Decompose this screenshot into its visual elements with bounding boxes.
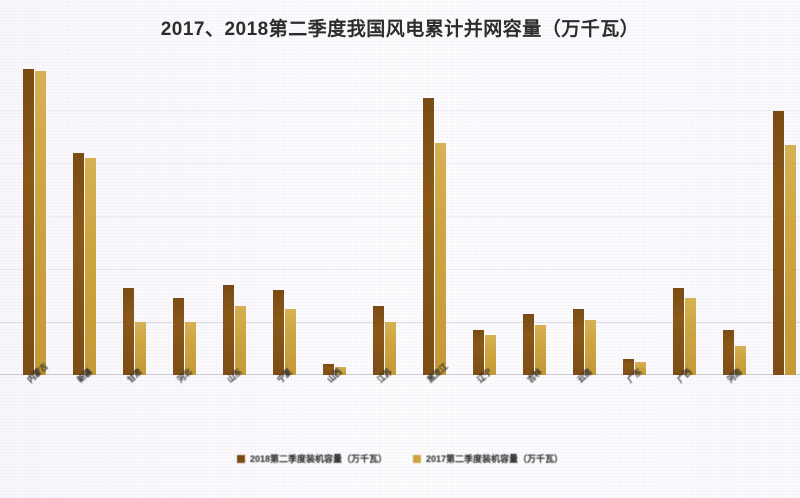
bar-2018[interactable] xyxy=(722,330,734,375)
bar-2018[interactable] xyxy=(322,364,334,375)
bar-2018[interactable] xyxy=(672,287,684,375)
gridline xyxy=(0,322,800,323)
bar-group xyxy=(772,58,796,375)
bar-2018[interactable] xyxy=(372,306,384,375)
bar-2018[interactable] xyxy=(472,330,484,375)
bar-2017[interactable] xyxy=(434,142,446,375)
bar-2017[interactable] xyxy=(284,308,296,375)
legend-swatch-2017 xyxy=(413,454,421,463)
bar-2017[interactable] xyxy=(734,345,746,375)
bar-group xyxy=(72,58,96,375)
gridline xyxy=(0,163,800,164)
gridline xyxy=(0,269,800,270)
legend-item-2017[interactable]: 2017第二季度装机容量（万千瓦） xyxy=(413,452,563,465)
bar-2018[interactable] xyxy=(122,287,134,375)
bar-groups xyxy=(0,58,800,375)
gridline xyxy=(0,110,800,111)
bar-2017[interactable] xyxy=(84,158,96,375)
bar-group xyxy=(372,58,396,375)
bar-2017[interactable] xyxy=(784,145,796,375)
bar-2017[interactable] xyxy=(234,306,246,375)
bar-group xyxy=(722,58,746,375)
bar-group xyxy=(22,58,46,375)
bar-2017[interactable] xyxy=(684,298,696,375)
bar-group xyxy=(272,58,296,375)
bar-group xyxy=(672,58,696,375)
bar-2018[interactable] xyxy=(222,285,234,375)
bar-2017[interactable] xyxy=(34,71,46,375)
bar-2018[interactable] xyxy=(422,97,434,375)
bar-2017[interactable] xyxy=(384,322,396,375)
bar-2018[interactable] xyxy=(522,314,534,375)
bar-2018[interactable] xyxy=(622,359,634,375)
bar-group xyxy=(472,58,496,375)
bar-2018[interactable] xyxy=(572,308,584,375)
bar-2017[interactable] xyxy=(634,361,646,375)
bar-group xyxy=(122,58,146,375)
bar-2017[interactable] xyxy=(184,322,196,375)
bar-group xyxy=(522,58,546,375)
bar-2018[interactable] xyxy=(172,298,184,375)
bar-group xyxy=(622,58,646,375)
bar-2017[interactable] xyxy=(584,319,596,375)
x-axis-labels: 内蒙古 新疆 甘肃 河北 山东 宁夏 山西 江苏 黑龙江 辽宁 吉林 云南 广东 广西 河南 xyxy=(0,362,800,423)
legend-label-2017: 2017第二季度装机容量（万千瓦） xyxy=(426,454,564,464)
bar-2017[interactable] xyxy=(334,367,346,375)
chart-legend: 2018第二季度装机容量（万千瓦） 2017第二季度装机容量（万千瓦） xyxy=(0,452,800,465)
bar-2018[interactable] xyxy=(72,153,84,375)
bar-2018[interactable] xyxy=(272,290,284,375)
legend-swatch-2018 xyxy=(236,454,245,463)
axis-baseline xyxy=(0,374,800,375)
chart-title: 2017、2018第二季度我国风电累计并网容量（万千瓦） xyxy=(160,19,640,40)
legend-label-2018: 2018第二季度装机容量（万千瓦） xyxy=(249,454,387,464)
bar-group xyxy=(322,58,346,375)
bar-2018[interactable] xyxy=(22,68,34,375)
bar-group xyxy=(572,58,596,375)
bar-group xyxy=(172,58,196,375)
bar-2017[interactable] xyxy=(484,335,496,375)
bar-2017[interactable] xyxy=(134,322,146,375)
bar-group xyxy=(422,58,446,375)
legend-item-2018[interactable]: 2018第二季度装机容量（万千瓦） xyxy=(236,452,387,465)
bar-2017[interactable] xyxy=(534,324,546,375)
plot-area xyxy=(0,58,800,375)
bar-2018[interactable] xyxy=(772,110,784,375)
gridline xyxy=(0,216,800,217)
bar-group xyxy=(222,58,246,375)
